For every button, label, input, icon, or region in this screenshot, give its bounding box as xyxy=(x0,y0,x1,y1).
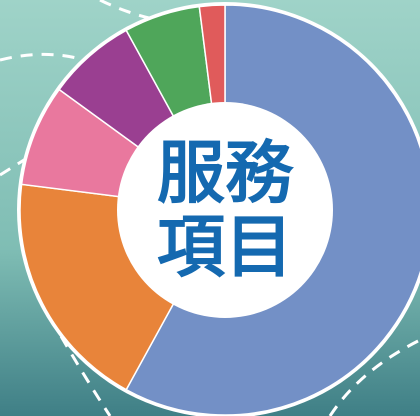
page: 服務 項目 xyxy=(0,0,420,416)
center-text: 服務 xyxy=(157,135,294,214)
center-text: 項目 xyxy=(157,209,293,288)
